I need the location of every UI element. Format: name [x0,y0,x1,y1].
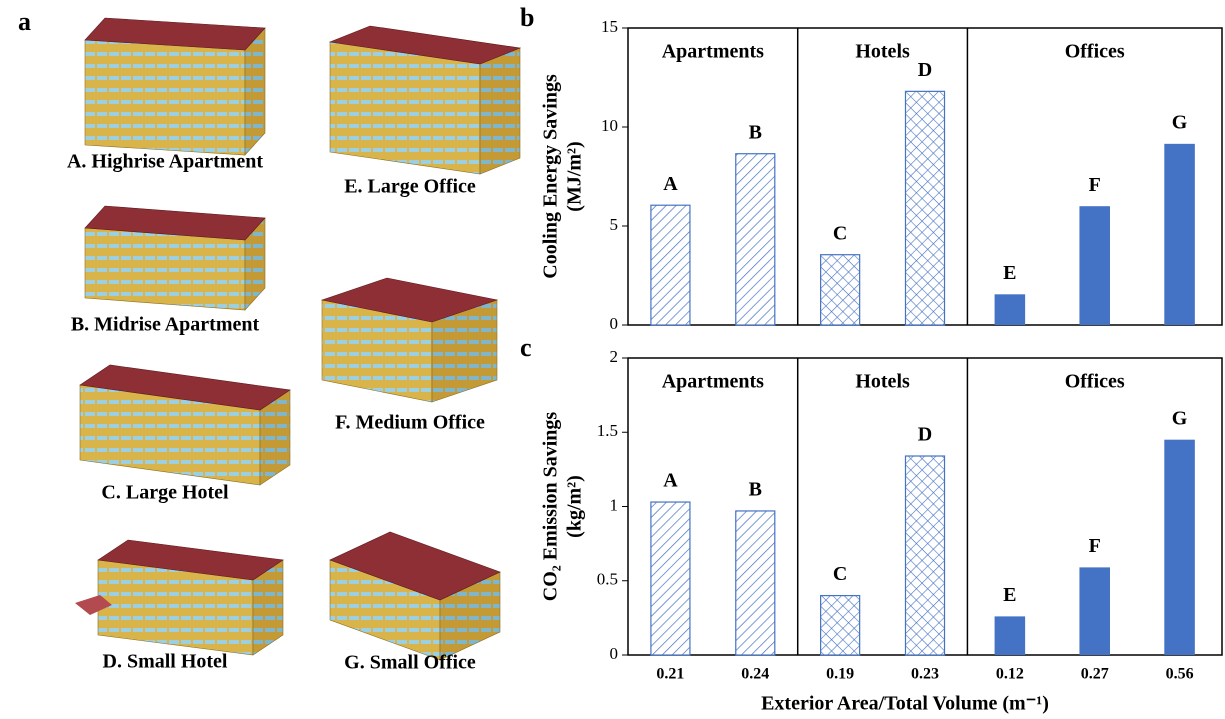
building-label: G. Small Office [344,652,476,674]
x-tick-label: 0.24 [741,666,769,683]
y-axis-label: CO₂ Emission Savings [540,412,562,602]
bar [1164,440,1195,655]
group-label: Hotels [855,371,910,393]
page: a A. Highrise Apartment B. Midrise Apartm… [0,0,1225,719]
building-label: F. Medium Office [335,412,485,434]
x-tick-label: 0.56 [1166,666,1194,683]
y-axis-label: Cooling Energy Savings [540,74,562,279]
bar [1079,567,1110,655]
bar [821,596,860,655]
building-label: E. Large Office [344,176,476,198]
bar-label: G [1172,407,1188,429]
bar-label: C [833,222,847,244]
bar-label: A [663,470,678,492]
panel-label: b [520,3,534,32]
x-tick-label: 0.27 [1081,666,1109,683]
building-front [330,42,480,174]
bar-label: E [1003,584,1016,606]
bar-label: D [918,424,932,446]
group-label: Apartments [662,371,764,393]
bar-label: F [1089,535,1101,557]
group-label: Offices [1065,371,1125,393]
building-label: D. Small Hotel [103,651,228,673]
y-tick-label: 10 [601,116,618,135]
building-label: C. Large Hotel [101,482,229,504]
bar-label: D [918,59,932,81]
bar [651,502,690,655]
y-tick-label: 1 [610,495,619,514]
bar [651,205,690,325]
bar-label: B [749,479,762,501]
bar [905,456,944,655]
panel-label: a [18,7,31,36]
y-tick-label: 0 [610,314,619,333]
bar [1079,206,1110,325]
bar-label: G [1172,111,1188,133]
bar [821,255,860,325]
y-tick-label: 2 [610,347,619,366]
y-tick-label: 15 [601,17,618,36]
bar [995,616,1026,655]
y-tick-label: 5 [610,215,619,234]
bar [1164,144,1195,325]
x-tick-label: 0.19 [826,666,854,683]
x-axis-label: Exterior Area/Total Volume (m⁻¹) [761,693,1049,715]
x-tick-label: 0.21 [656,666,684,683]
x-tick-label: 0.23 [911,666,939,683]
y-axis-label: (MJ/m²) [564,141,586,211]
bar-label: B [749,121,762,143]
building-renders [75,18,520,660]
bar-label: E [1003,262,1016,284]
building-front [85,228,245,310]
bar [736,511,775,655]
group-label: Offices [1065,41,1125,63]
figure: a A. Highrise Apartment B. Midrise Apartm… [0,0,1225,719]
building-label: B. Midrise Apartment [71,314,260,336]
bar [995,294,1026,325]
bar [736,154,775,325]
group-label: Hotels [855,41,910,63]
building-side [480,48,520,174]
bar-label: A [663,173,678,195]
y-tick-label: 0.5 [597,570,618,589]
panel-label: c [520,333,532,362]
y-tick-label: 0 [610,644,619,663]
y-tick-label: 1.5 [597,421,618,440]
building-label: A. Highrise Apartment [67,151,263,173]
group-label: Apartments [662,41,764,63]
x-tick-label: 0.12 [996,666,1024,683]
building-front [85,40,245,155]
bar-label: C [833,563,847,585]
y-axis-label: (kg/m²) [564,475,586,538]
bar-label: F [1089,174,1101,196]
bar [905,91,944,325]
